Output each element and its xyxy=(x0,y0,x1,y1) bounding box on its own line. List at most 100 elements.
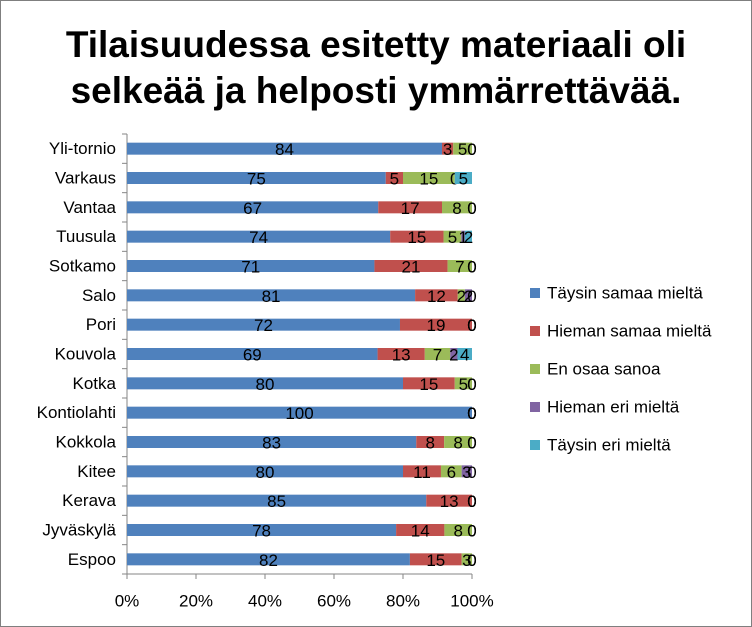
data-label: 3 xyxy=(462,551,471,570)
data-label: 0 xyxy=(467,316,476,335)
bar-segment xyxy=(444,436,472,448)
data-label: 0 xyxy=(467,404,476,423)
bar-segment xyxy=(443,230,462,243)
data-label: 67 xyxy=(243,199,262,218)
bar-segment xyxy=(127,289,416,302)
data-label: 82 xyxy=(259,551,278,570)
data-label: 0 xyxy=(467,404,476,423)
data-label: 3 xyxy=(462,463,471,482)
bar-segment xyxy=(457,289,465,302)
category-label: Sotkamo xyxy=(49,257,116,276)
bar-segment xyxy=(442,201,472,214)
data-label: 0 xyxy=(467,199,476,218)
data-label: 81 xyxy=(262,287,281,306)
legend-swatch xyxy=(530,364,540,374)
data-label: 75 xyxy=(247,170,266,189)
legend-label: Hieman eri mieltä xyxy=(547,398,680,417)
category-label: Kokkola xyxy=(56,433,117,452)
bar-segment xyxy=(464,289,472,302)
data-label: 0 xyxy=(467,492,476,511)
data-label: 0 xyxy=(467,140,476,159)
legend-label: En osaa sanoa xyxy=(547,360,661,379)
legend-swatch xyxy=(530,402,540,412)
category-label: Kotka xyxy=(73,374,117,393)
data-label: 0 xyxy=(467,316,476,335)
data-label: 0 xyxy=(467,551,476,570)
data-label: 7 xyxy=(455,258,464,277)
legend-swatch xyxy=(530,440,540,450)
bar-segment xyxy=(378,201,442,214)
data-label: 80 xyxy=(256,375,275,394)
data-label: 12 xyxy=(427,287,446,306)
category-label: Kerava xyxy=(62,491,116,510)
bar-segment xyxy=(127,260,375,272)
data-label: 0 xyxy=(467,492,476,511)
bar-segment xyxy=(127,494,427,507)
data-label: 2 xyxy=(464,228,473,247)
data-label: 15 xyxy=(419,170,438,189)
x-tick-label: 100% xyxy=(450,592,493,611)
x-tick-label: 0% xyxy=(115,592,140,611)
category-label: Kouvola xyxy=(55,345,117,364)
data-label: 0 xyxy=(467,492,476,511)
bar-segment xyxy=(127,348,378,360)
bar-segment xyxy=(127,230,391,243)
data-label: 13 xyxy=(392,346,411,365)
data-label: 0 xyxy=(467,258,476,277)
bar-segment xyxy=(127,172,386,184)
data-label: 15 xyxy=(407,228,426,247)
x-tick-label: 80% xyxy=(386,592,420,611)
chart-title: Tilaisuudessa esitetty materiaali oli se… xyxy=(0,22,752,114)
data-label: 5 xyxy=(459,170,468,189)
bar-segment xyxy=(403,377,455,390)
data-label: 0 xyxy=(467,551,476,570)
data-label: 11 xyxy=(413,463,431,482)
data-label: 0 xyxy=(467,375,476,394)
data-label: 84 xyxy=(275,140,294,159)
data-label: 4 xyxy=(460,346,469,365)
data-label: 0 xyxy=(467,522,476,541)
bar-segment xyxy=(447,260,472,272)
data-label: 5 xyxy=(458,140,467,159)
bar-segment xyxy=(396,524,445,536)
bar-segment xyxy=(377,348,425,360)
bar-segment xyxy=(127,318,400,331)
data-label: 19 xyxy=(427,316,446,335)
category-label: Espoo xyxy=(68,550,116,569)
data-label: 0 xyxy=(467,404,476,423)
data-label: 0 xyxy=(467,434,476,453)
data-label: 5 xyxy=(390,170,399,189)
legend-swatch xyxy=(530,288,540,298)
bar-segment xyxy=(457,348,472,360)
bar-segment xyxy=(454,377,472,390)
data-label: 100 xyxy=(285,404,313,423)
data-label: 85 xyxy=(267,492,286,511)
bar-segment xyxy=(403,465,441,478)
data-label: 71 xyxy=(241,258,260,277)
x-tick-label: 20% xyxy=(179,592,213,611)
data-label: 0 xyxy=(467,522,476,541)
bar-segment xyxy=(415,289,458,302)
data-label: 1 xyxy=(458,228,467,247)
data-label: 14 xyxy=(411,522,430,541)
bar-segment xyxy=(399,318,472,331)
data-label: 5 xyxy=(448,228,457,247)
data-label: 0 xyxy=(467,140,476,159)
data-label: 69 xyxy=(243,346,262,365)
bar-segment xyxy=(461,230,465,243)
category-label: Salo xyxy=(82,286,116,305)
data-label: 80 xyxy=(256,463,275,482)
bar-segment xyxy=(127,524,397,536)
bar-segment xyxy=(127,553,410,566)
bar-segment xyxy=(426,494,472,507)
bar-segment xyxy=(403,172,455,184)
data-label: 0 xyxy=(467,404,476,423)
data-label: 2 xyxy=(464,287,473,306)
bar-segment xyxy=(127,406,472,419)
data-label: 7 xyxy=(433,346,442,365)
data-label: 15 xyxy=(426,551,445,570)
data-label: 8 xyxy=(453,434,462,453)
chart-title-line-1: Tilaisuudessa esitetty materiaali oli xyxy=(65,24,687,65)
